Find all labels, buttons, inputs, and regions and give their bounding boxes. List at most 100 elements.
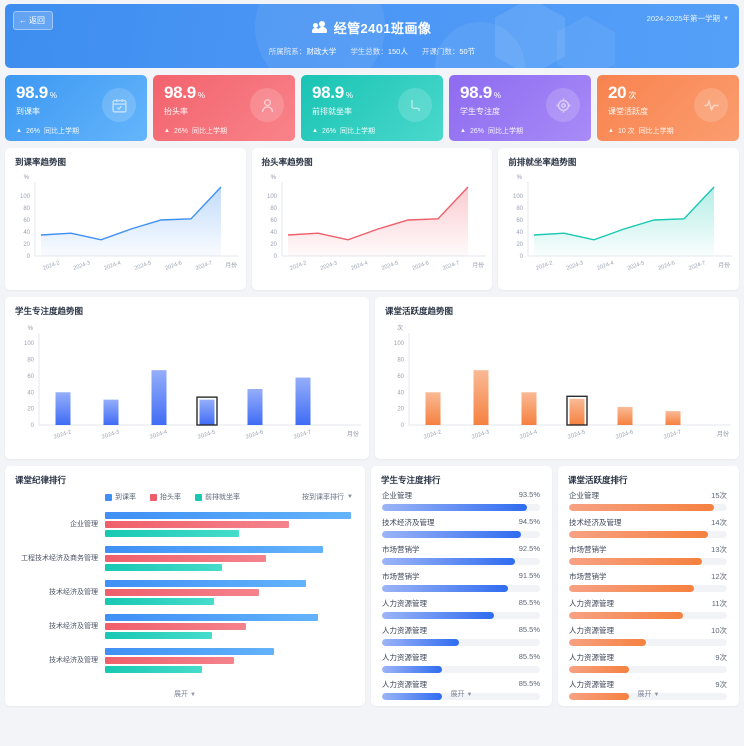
rank-item-header: 市场营销学 92.5% bbox=[382, 544, 540, 555]
grouped-bar-到课率[interactable] bbox=[105, 580, 306, 587]
grouped-bar-抬头率[interactable] bbox=[105, 589, 259, 596]
back-button[interactable]: ← 返回 bbox=[13, 11, 53, 30]
kpi-card-student-focus[interactable]: 98.9% 学生专注度 ▲ 26% 同比上学期 bbox=[449, 75, 591, 141]
activity-rank-item[interactable]: 人力资源管理 11次 bbox=[569, 598, 727, 619]
chart-canvas[interactable]: % 0 20 40 60 80 100 2024-2 2024-3 2024-4 2024-5 202… bbox=[5, 317, 369, 455]
kpi-delta-value: 26% bbox=[25, 127, 40, 135]
focus-rank-item[interactable]: 人力资源管理 85.5% bbox=[382, 625, 540, 646]
kpi-card-front-seat-rate[interactable]: 98.9% 前排就坐率 ▲ 26% 同比上学期 bbox=[301, 75, 443, 141]
svg-text:2024-4: 2024-4 bbox=[103, 260, 121, 272]
legend-item-attendance[interactable]: 到课率 bbox=[105, 492, 136, 502]
rank-progress-fill bbox=[569, 557, 702, 565]
decorative-blob bbox=[255, 4, 385, 68]
grouped-bar-label: 工程技术经济及商务管理 bbox=[21, 554, 98, 562]
svg-text:次: 次 bbox=[397, 324, 403, 332]
arrow-up-icon: ▲ bbox=[164, 128, 170, 134]
chart-canvas[interactable]: % 0 20 40 60 80 100 2024-2 2024-3 2024-4 2024-5 202… bbox=[5, 168, 246, 286]
grouped-bar-前排就坐率[interactable] bbox=[105, 530, 239, 537]
focus-rank-item[interactable]: 人力资源管理 85.5% bbox=[382, 679, 540, 700]
semester-selector[interactable]: 2024-2025年第一学期 ▼ bbox=[647, 13, 729, 24]
header-center: 经管2401班画像 所属院系：财政大学 学生总数：150人 开课门数：50节 bbox=[5, 18, 739, 57]
expand-button-activity[interactable]: 展开 ▼ bbox=[558, 689, 739, 699]
rank-progress-fill bbox=[569, 530, 709, 538]
rank-progress-fill bbox=[382, 611, 495, 619]
grouped-bar-前排就坐率[interactable] bbox=[105, 564, 222, 571]
rank-progress-track bbox=[569, 503, 727, 511]
focus-rank-item[interactable]: 市场营销学 92.5% bbox=[382, 544, 540, 565]
kpi-card-attendance-rate[interactable]: 98.9% 到课率 ▲ 26% 同比上学期 bbox=[5, 75, 147, 141]
rank-progress-fill bbox=[382, 530, 522, 538]
panel-title: 学生专注度排行 bbox=[381, 475, 441, 485]
kpi-delta: ▲ 26% 同比上学期 bbox=[164, 126, 285, 136]
activity-rank-item[interactable]: 市场营销学 12次 bbox=[569, 571, 727, 592]
grouped-bar-前排就坐率[interactable] bbox=[105, 632, 212, 639]
activity-rank-item[interactable]: 企业管理 15次 bbox=[569, 490, 727, 511]
chart-title: 抬头率趋势图 bbox=[261, 157, 313, 167]
svg-text:20: 20 bbox=[23, 242, 30, 248]
legend-item-headup[interactable]: 抬头率 bbox=[150, 492, 181, 502]
calendar-check-icon bbox=[102, 88, 136, 122]
chevron-down-icon: ▼ bbox=[653, 692, 660, 698]
grouped-bar-抬头率[interactable] bbox=[105, 521, 289, 528]
people-icon bbox=[311, 21, 328, 34]
grouped-bar-抬头率[interactable] bbox=[105, 657, 234, 664]
rank-progress-track bbox=[382, 665, 540, 673]
grouped-bar-到课率[interactable] bbox=[105, 546, 324, 553]
grouped-bar-抬头率[interactable] bbox=[105, 555, 267, 562]
grouped-bar-抬头率[interactable] bbox=[105, 623, 247, 630]
rank-progress-track bbox=[569, 584, 727, 592]
focus-rank-item[interactable]: 技术经济及管理 94.5% bbox=[382, 517, 540, 538]
svg-text:20: 20 bbox=[270, 242, 277, 248]
chart-canvas[interactable]: % 0 20 40 60 80 100 2024-2 2024-3 2024-4 2024-5 202… bbox=[252, 168, 493, 286]
grouped-bar-到课率[interactable] bbox=[105, 614, 319, 621]
focus-rank-item[interactable]: 企业管理 93.5% bbox=[382, 490, 540, 511]
chart-legend: 到课率 抬头率 前排就坐率 按到课率排行 ▼ bbox=[5, 492, 365, 502]
kpi-delta-note: 同比上学期 bbox=[487, 128, 523, 135]
arrow-up-icon: ▲ bbox=[16, 128, 22, 134]
svg-text:%: % bbox=[24, 175, 30, 181]
focus-rank-item[interactable]: 市场营销学 91.5% bbox=[382, 571, 540, 592]
expand-label: 展开 bbox=[450, 691, 465, 698]
svg-text:月份: 月份 bbox=[717, 430, 729, 438]
kpi-card-headup-rate[interactable]: 98.9% 抬头率 ▲ 26% 同比上学期 bbox=[153, 75, 295, 141]
grouped-bar-到课率[interactable] bbox=[105, 648, 274, 655]
svg-text:80: 80 bbox=[23, 206, 30, 212]
focus-rank-item[interactable]: 人力资源管理 85.5% bbox=[382, 652, 540, 673]
rank-progress-track bbox=[382, 611, 540, 619]
activity-rank-item[interactable]: 人力资源管理 9次 bbox=[569, 652, 727, 673]
activity-rank-item[interactable]: 技术经济及管理 14次 bbox=[569, 517, 727, 538]
activity-rank-item[interactable]: 人力资源管理 9次 bbox=[569, 679, 727, 700]
svg-text:2024-7: 2024-7 bbox=[195, 260, 213, 272]
activity-rank-item[interactable]: 人力资源管理 10次 bbox=[569, 625, 727, 646]
rank-item-label: 人力资源管理 bbox=[569, 626, 614, 635]
sort-selector[interactable]: 按到课率排行 ▼ bbox=[302, 492, 353, 502]
rank-item-value: 12次 bbox=[711, 572, 727, 581]
grouped-bar-到课率[interactable] bbox=[105, 512, 351, 519]
grouped-bar-row: 技术经济及管理 bbox=[5, 576, 353, 609]
activity-rank-item[interactable]: 市场营销学 13次 bbox=[569, 544, 727, 565]
chart-title: 课堂活跃度趋势图 bbox=[385, 306, 454, 316]
focus-rank-item[interactable]: 人力资源管理 85.5% bbox=[382, 598, 540, 619]
kpi-delta-value: 26% bbox=[321, 127, 336, 135]
grouped-bar-label: 企业管理 bbox=[70, 520, 98, 528]
svg-text:20: 20 bbox=[517, 242, 524, 248]
grouped-bar-label: 技术经济及管理 bbox=[49, 622, 98, 630]
legend-item-front-seat[interactable]: 前排就坐率 bbox=[195, 492, 240, 502]
svg-text:2024-6: 2024-6 bbox=[164, 260, 182, 272]
svg-text:2024-6: 2024-6 bbox=[245, 429, 264, 440]
kpi-label: 课堂活跃度 bbox=[608, 107, 648, 116]
svg-text:2024-6: 2024-6 bbox=[615, 429, 634, 440]
grouped-bar-前排就坐率[interactable] bbox=[105, 598, 215, 605]
svg-text:40: 40 bbox=[517, 230, 524, 236]
grouped-bar-前排就坐率[interactable] bbox=[105, 666, 202, 673]
meta-department: 所属院系：财政大学 bbox=[268, 47, 337, 56]
rank-progress-fill bbox=[382, 503, 528, 511]
expand-button-focus[interactable]: 展开 ▼ bbox=[371, 689, 552, 699]
chart-canvas[interactable]: % 0 20 40 60 80 100 2024-2 2024-3 2024-4 2024-5 202… bbox=[498, 168, 739, 286]
chart-canvas[interactable]: 次 0 20 40 60 80 100 2024-2 2024-3 2024-4 2024-5 202… bbox=[375, 317, 739, 455]
rank-item-label: 人力资源管理 bbox=[382, 599, 427, 608]
kpi-card-class-activity[interactable]: 20 次 课堂活跃度 ▲ 10 次 同比上学期 bbox=[597, 75, 739, 141]
expand-button-discipline[interactable]: 展开 ▼ bbox=[5, 689, 365, 699]
rank-progress-fill bbox=[569, 665, 630, 673]
svg-text:2024-5: 2024-5 bbox=[627, 260, 645, 272]
